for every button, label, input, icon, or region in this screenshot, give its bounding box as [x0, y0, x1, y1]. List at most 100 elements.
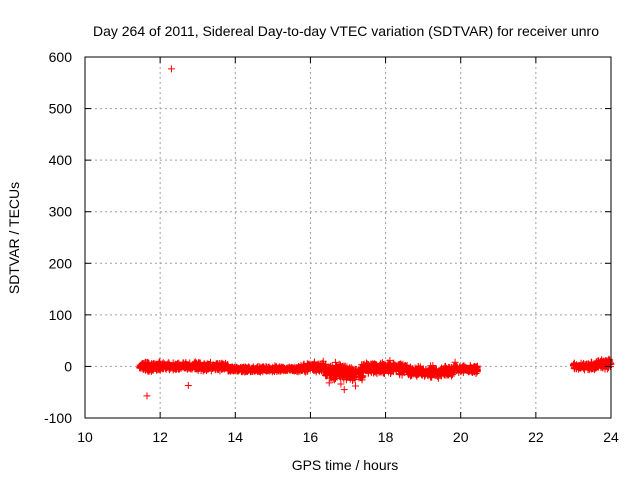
data-point	[441, 363, 449, 371]
data-point	[245, 363, 253, 371]
data-point	[316, 364, 324, 372]
data-point	[352, 365, 360, 373]
data-point	[396, 371, 404, 379]
data-point	[448, 371, 456, 379]
data-point	[192, 361, 200, 369]
data-point	[210, 361, 218, 369]
data-point	[415, 367, 423, 375]
data-point	[592, 360, 600, 368]
x-tick-label: 10	[77, 429, 93, 445]
data-point	[303, 367, 311, 375]
data-point	[580, 362, 588, 370]
data-point	[302, 364, 310, 372]
y-tick-label: -100	[44, 410, 72, 426]
data-point	[256, 364, 264, 372]
data-point	[372, 361, 380, 369]
data-point	[283, 364, 291, 372]
y-tick-label: 0	[64, 358, 72, 374]
data-point	[386, 364, 394, 372]
chart-title: Day 264 of 2011, Sidereal Day-to-day VTE…	[93, 23, 599, 39]
y-tick-label: 300	[49, 204, 73, 220]
data-point	[335, 363, 343, 371]
data-point	[359, 365, 367, 373]
y-tick-label: 600	[49, 49, 73, 65]
data-point	[173, 361, 181, 369]
data-point	[418, 369, 426, 377]
data-point	[427, 369, 435, 377]
data-point	[364, 369, 372, 377]
data-point	[351, 375, 359, 383]
data-point	[331, 375, 339, 383]
data-point	[175, 365, 183, 373]
data-point	[460, 362, 468, 370]
data-point	[242, 367, 250, 375]
x-tick-label: 14	[227, 429, 243, 445]
data-point	[379, 362, 387, 370]
data-point	[584, 360, 592, 368]
data-point	[185, 361, 193, 369]
data-point	[140, 364, 148, 372]
data-point	[325, 379, 333, 387]
data-point	[157, 365, 165, 373]
data-point	[313, 362, 321, 370]
x-tick-label: 16	[303, 429, 319, 445]
data-point	[333, 370, 341, 378]
data-point	[215, 363, 223, 371]
y-tick-label: 100	[49, 307, 73, 323]
x-tick-label: 20	[453, 429, 469, 445]
data-point	[396, 362, 404, 370]
data-point	[347, 371, 355, 379]
data-point	[469, 364, 477, 372]
data-point	[191, 362, 199, 370]
data-point	[228, 366, 236, 374]
data-point	[201, 360, 209, 368]
data-point	[256, 366, 264, 374]
data-point	[436, 371, 444, 379]
data-point	[324, 367, 332, 375]
data-point	[341, 362, 349, 370]
data-point	[249, 365, 257, 373]
data-point	[182, 362, 190, 370]
data-point	[352, 382, 360, 390]
data-point	[340, 386, 348, 394]
data-point	[265, 365, 273, 373]
data-point	[407, 371, 415, 379]
data-point	[361, 364, 369, 372]
data-point	[337, 380, 345, 388]
axis-ticks: 10 12 14 16 18 20 22 24 -100 0 100 200 300 400 500 600	[44, 49, 619, 445]
x-tick-label: 24	[603, 429, 619, 445]
data-point	[184, 382, 192, 390]
data-point	[575, 361, 583, 369]
y-axis-label: SDTVAR / TECUs	[6, 182, 22, 294]
data-point	[171, 362, 179, 370]
data-point	[330, 373, 338, 381]
data-point	[466, 365, 474, 373]
data-point	[461, 365, 469, 373]
data-point	[411, 364, 419, 372]
data-point	[165, 363, 173, 371]
data-point	[323, 372, 331, 380]
data-point	[264, 366, 272, 374]
data-point	[422, 367, 430, 375]
data-point	[309, 361, 317, 369]
data-point	[345, 372, 353, 380]
data-point	[594, 357, 602, 365]
data-point	[447, 372, 455, 380]
data-point	[430, 366, 438, 374]
data-point	[458, 364, 466, 372]
data-point	[355, 369, 363, 377]
plot-area-border	[84, 56, 612, 419]
data-point	[357, 374, 365, 382]
x-tick-label: 22	[528, 429, 544, 445]
data-point	[198, 364, 206, 372]
data-point	[269, 363, 277, 371]
x-axis-label: GPS time / hours	[292, 457, 399, 473]
data-point	[384, 359, 392, 367]
data-point	[444, 368, 452, 376]
data-point	[224, 365, 232, 373]
data-point	[367, 360, 375, 368]
data-point	[180, 363, 188, 371]
y-tick-label: 400	[49, 152, 73, 168]
data-point	[462, 366, 470, 374]
